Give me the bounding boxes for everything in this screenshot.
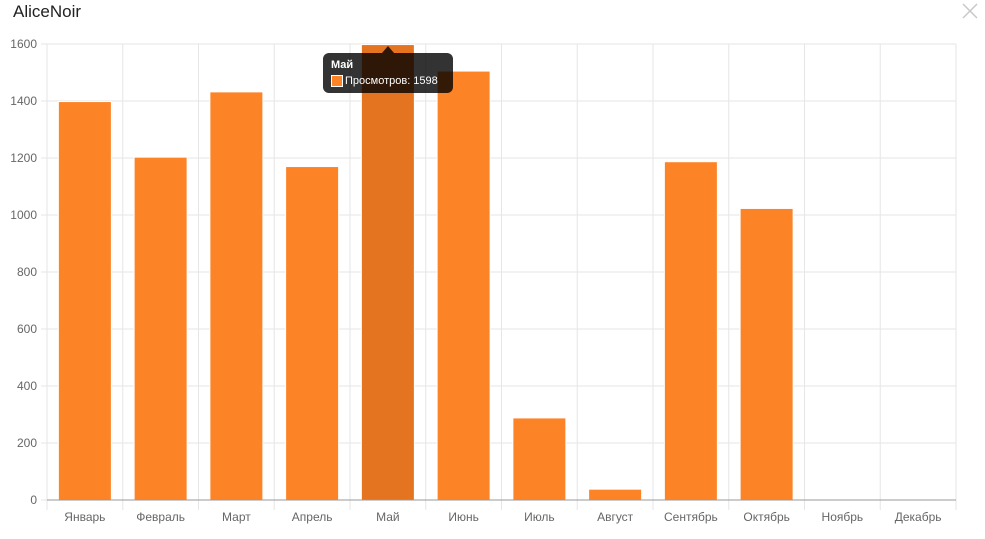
x-tick-label: Май [376,510,400,524]
x-tick-label: Март [222,510,251,524]
tooltip-text: Просмотров: 1598 [345,75,438,87]
window-title: AliceNoir [13,2,82,21]
bar[interactable] [739,207,794,501]
x-tick-label: Ноябрь [822,510,864,524]
tooltip-title: Май [331,59,354,71]
y-tick-label: 1600 [10,37,37,51]
tooltip-swatch [331,75,343,87]
bar[interactable] [663,161,718,501]
chart-grid [41,43,957,510]
y-tick-label: 1200 [10,151,37,165]
x-tick-label: Август [597,510,634,524]
y-axis-labels: 0 200 400 600 800 1000 1200 1400 1600 [10,37,37,507]
x-tick-label: Декабрь [895,510,942,524]
y-tick-label: 600 [17,322,37,336]
x-tick-label: Июль [524,510,555,524]
x-tick-label: Апрель [292,510,333,524]
bar[interactable] [133,156,188,501]
x-tick-label: Июнь [448,510,479,524]
bar[interactable] [512,417,567,501]
chart-bars [57,44,794,501]
close-icon[interactable] [959,0,981,22]
bar[interactable] [209,91,264,501]
y-tick-label: 1000 [10,208,37,222]
tooltip-row: Просмотров: 1598 [331,74,445,88]
bar[interactable] [588,488,643,501]
bar[interactable] [360,44,415,501]
x-axis-labels: Январь Февраль Март Апрель Май Июнь Июль Август… [64,510,941,524]
chart-tooltip: Май Просмотров: 1598 [323,46,453,93]
y-tick-label: 800 [17,265,37,279]
bar[interactable] [285,166,340,501]
y-tick-label: 1400 [10,94,37,108]
x-tick-label: Октябрь [743,510,790,524]
y-tick-label: 200 [17,436,37,450]
x-tick-label: Сентябрь [664,510,718,524]
bar[interactable] [57,101,112,501]
x-tick-label: Февраль [136,510,185,524]
y-tick-label: 0 [30,493,37,507]
x-tick-label: Январь [64,510,105,524]
y-tick-label: 400 [17,379,37,393]
bar[interactable] [436,70,491,501]
